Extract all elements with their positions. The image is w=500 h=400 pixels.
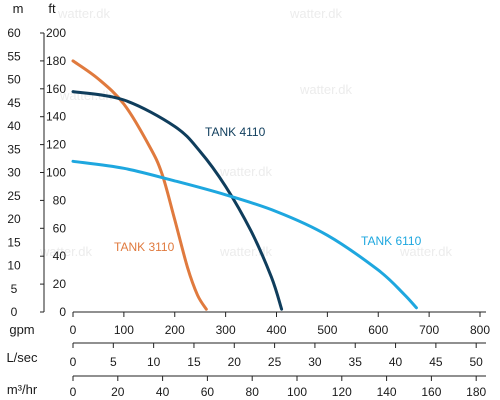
m-tick-label: 30 xyxy=(7,166,21,180)
lsec-tick-label: 40 xyxy=(389,355,403,369)
gpm-unit-label: gpm xyxy=(9,322,34,337)
lsec-unit-label: L/sec xyxy=(6,350,38,365)
pump-curves xyxy=(71,59,418,311)
lsec-tick-label: 10 xyxy=(147,355,161,369)
gpm-tick-label: 800 xyxy=(470,323,490,337)
y-axis: 0 20 40 60 80 100 120 140 160 180 200 0 5 10 15 20 25 30 3… xyxy=(7,26,66,319)
gpm-tick-label: 100 xyxy=(114,323,134,337)
lsec-tick-label: 30 xyxy=(308,355,322,369)
m-tick-label: 45 xyxy=(7,96,21,110)
ft-tick-label: 200 xyxy=(46,26,66,40)
m-tick-label: 0 xyxy=(11,305,18,319)
watermark-text: watter.dk xyxy=(219,164,273,179)
ft-tick-label: 40 xyxy=(53,249,67,263)
gpm-tick-label: 300 xyxy=(216,323,236,337)
m-tick-label: 55 xyxy=(7,49,21,63)
series-label-tank-4110: TANK 4110 xyxy=(205,125,266,139)
watermark-text: watter.dk xyxy=(39,244,93,259)
m-tick-label: 25 xyxy=(7,189,21,203)
m-tick-label: 40 xyxy=(7,119,21,133)
ft-unit-label: ft xyxy=(48,1,56,16)
watermark-text: watter.dk xyxy=(299,82,353,97)
ft-tick-label: 80 xyxy=(53,193,67,207)
ft-tick-label: 0 xyxy=(59,305,66,319)
lsec-tick-label: 45 xyxy=(429,355,443,369)
m3hr-tick-label: 100 xyxy=(287,385,307,399)
m3hr-tick-label: 20 xyxy=(111,385,125,399)
series-line-tank-6110 xyxy=(71,159,418,310)
gpm-tick-label: 400 xyxy=(266,323,286,337)
ft-tick-label: 100 xyxy=(46,166,66,180)
ft-tick-label: 160 xyxy=(46,82,66,96)
m-tick-label: 35 xyxy=(7,142,21,156)
m-tick-label: 5 xyxy=(11,282,18,296)
ft-tick-label: 120 xyxy=(46,138,66,152)
m3hr-tick-label: 160 xyxy=(421,385,441,399)
ft-tick-label: 180 xyxy=(46,54,66,68)
gpm-tick-label: 500 xyxy=(317,323,337,337)
gpm-tick-label: 0 xyxy=(70,323,77,337)
m3hr-tick-label: 0 xyxy=(70,385,77,399)
lsec-tick-label: 50 xyxy=(470,355,484,369)
m3hr-tick-label: 40 xyxy=(156,385,170,399)
series-line-tank-3110 xyxy=(71,59,208,311)
lsec-tick-label: 5 xyxy=(110,355,117,369)
lsec-tick-label: 35 xyxy=(349,355,363,369)
m3hr-unit-label: m³/hr xyxy=(7,382,38,397)
m3hr-tick-label: 80 xyxy=(246,385,260,399)
lsec-tick-label: 20 xyxy=(228,355,242,369)
watermark-text: watter.dk xyxy=(57,6,111,21)
gpm-tick-label: 200 xyxy=(165,323,185,337)
gpm-tick-label: 700 xyxy=(419,323,439,337)
m-tick-label: 20 xyxy=(7,212,21,226)
lsec-tick-label: 25 xyxy=(268,355,282,369)
m3hr-tick-label: 120 xyxy=(332,385,352,399)
lsec-tick-label: 0 xyxy=(70,355,77,369)
ft-tick-label: 60 xyxy=(53,221,67,235)
m-tick-label: 50 xyxy=(7,73,21,87)
m-tick-label: 60 xyxy=(7,26,21,40)
m-tick-label: 10 xyxy=(7,259,21,273)
lsec-tick-label: 15 xyxy=(187,355,201,369)
m3hr-tick-label: 180 xyxy=(466,385,486,399)
m-tick-label: 15 xyxy=(7,235,21,249)
gpm-tick-label: 600 xyxy=(368,323,388,337)
m3hr-tick-label: 140 xyxy=(377,385,397,399)
watermark-text: watter.dk xyxy=(289,6,343,21)
m-unit-label: m xyxy=(13,1,24,16)
series-label-tank-3110: TANK 3110 xyxy=(114,240,175,254)
m3hr-tick-label: 60 xyxy=(201,385,215,399)
watermark-text: watter.dk xyxy=(399,244,453,259)
series-label-tank-6110: TANK 6110 xyxy=(361,234,422,248)
series-line-tank-4110 xyxy=(71,90,284,311)
ft-tick-label: 140 xyxy=(46,110,66,124)
ft-tick-label: 20 xyxy=(53,277,67,291)
